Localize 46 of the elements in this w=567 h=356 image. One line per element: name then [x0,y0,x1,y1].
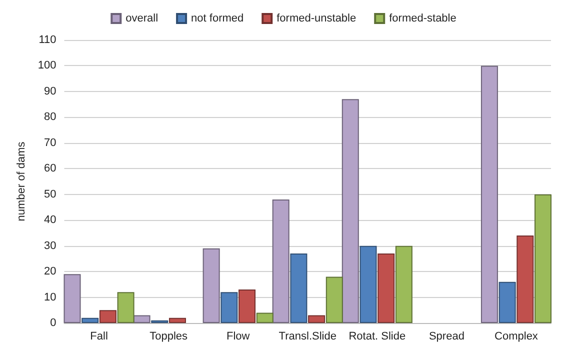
y-tick-label: 90 [44,85,56,98]
bar [99,310,116,323]
bar [480,66,498,323]
y-axis-title: number of dams [16,141,28,222]
y-tick-label: 50 [44,188,56,200]
bar [360,246,377,323]
legend-label: formed-unstable [276,12,356,24]
bar [272,200,290,323]
bar [256,312,274,323]
x-tick-label: Spread [428,330,464,342]
bar [238,290,256,323]
y-tick-label: 0 [50,317,56,329]
x-tick-label: Rotat. Slide [348,330,406,342]
bar [168,318,186,323]
y-tick-label: 110 [38,34,56,46]
bar [534,194,552,323]
y-tick-label: 30 [44,240,56,252]
y-tick-label: 70 [44,136,56,149]
x-tick-label: Topples [150,330,188,342]
bar [498,282,516,323]
y-tick-label: 10 [44,291,56,304]
y-tick-label: 100 [38,60,56,72]
bar [290,254,308,323]
x-tick-label: Fall [90,330,108,342]
y-tick-label: 20 [44,266,56,278]
x-tick-label: Complex [494,330,538,342]
legend-label: overall [126,12,158,24]
bar [82,318,99,323]
bar [395,246,412,323]
bar [378,254,395,323]
bar [342,99,359,323]
legend-label: not formed [191,12,244,24]
bar [117,292,134,323]
bar [220,292,238,323]
y-tick-label: 60 [44,162,56,175]
bar [516,236,534,323]
bar [64,274,81,323]
bar [202,248,220,323]
x-tick-label: Flow [226,330,250,342]
bar [308,315,326,323]
legend-label: formed-stable [389,12,456,24]
y-tick-label: 80 [44,111,56,124]
bar [133,315,150,323]
y-tick-label: 40 [44,214,56,226]
bar [326,276,343,323]
x-tick-label: Transl.Slide [278,330,336,342]
